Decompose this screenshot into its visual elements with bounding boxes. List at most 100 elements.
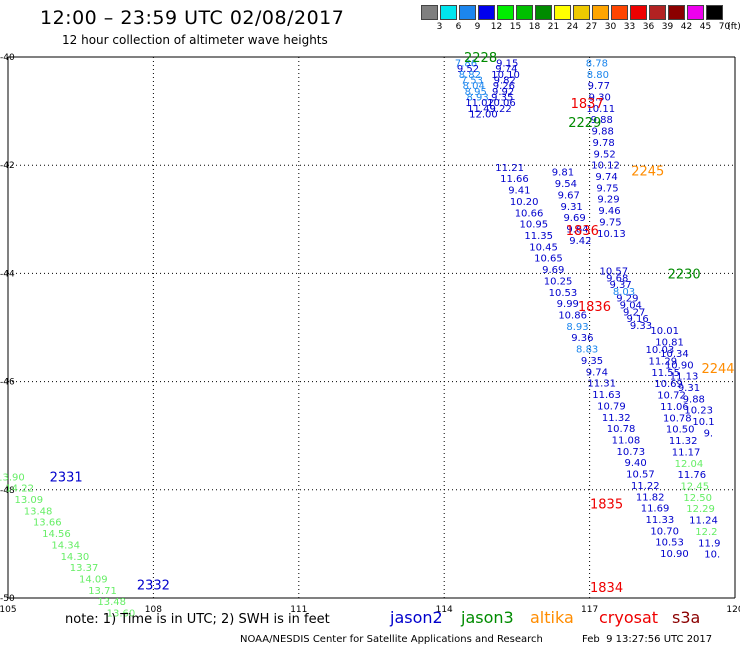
- wave-height-value: 10.70: [650, 526, 679, 537]
- y-tick-label: -48: [0, 486, 15, 496]
- wave-height-value: 10.12: [591, 161, 620, 172]
- scale-label: 45: [699, 22, 712, 32]
- wave-height-value: 14.09: [79, 575, 108, 586]
- wave-height-value: 10.81: [655, 338, 684, 349]
- wave-height-value: 8.83: [576, 345, 598, 356]
- scale-label: 33: [623, 22, 636, 32]
- wave-height-value: 9.69: [563, 213, 585, 224]
- wave-height-value: 9.30: [589, 92, 611, 103]
- wave-height-value: 10.57: [600, 267, 629, 278]
- wave-height-value: 13.48: [97, 597, 126, 608]
- wave-height-value: 8.78: [586, 58, 608, 69]
- scale-swatch: [554, 5, 571, 20]
- y-tick-label: -50: [0, 594, 15, 604]
- pass-time-label: 1835: [590, 497, 623, 512]
- scale-swatch: [497, 5, 514, 20]
- wave-height-value: 9.15: [496, 58, 518, 69]
- pass-time-label: 2244: [701, 362, 734, 377]
- wave-height-value: 9.77: [588, 81, 610, 92]
- wave-height-value: 10.1: [692, 417, 714, 428]
- scale-label: 39: [661, 22, 674, 32]
- wave-height-value: 11.82: [636, 492, 665, 503]
- y-tick-label: -40: [0, 53, 15, 63]
- wave-height-value: 9.54: [555, 179, 577, 190]
- wave-height-value: 8.95: [465, 87, 487, 98]
- wave-height-value: 9.81: [552, 168, 574, 179]
- wave-height-value: 9.42: [569, 236, 591, 247]
- scale-unit: (ft): [727, 22, 740, 32]
- legend-item-s3a: s3a: [672, 608, 701, 627]
- scale-swatch: [573, 5, 590, 20]
- wave-height-value: 13.90: [0, 472, 25, 483]
- scale-swatch: [535, 5, 552, 20]
- map-title: 12:00 – 23:59 UTC 02/08/2017: [40, 7, 345, 29]
- wave-height-value: 9.82: [494, 75, 516, 86]
- wave-height-value: 11.21: [495, 163, 524, 174]
- wave-height-value: 11.24: [689, 516, 718, 527]
- wave-height-value: 13.60: [107, 609, 136, 620]
- wave-height-value: 10.79: [597, 401, 626, 412]
- wave-height-value: 11.63: [592, 390, 621, 401]
- scale-label: 24: [566, 22, 579, 32]
- wave-height-value: 9.69: [542, 265, 564, 276]
- pass-time-label: 1837: [571, 97, 604, 112]
- scale-label: 30: [604, 22, 617, 32]
- wave-height-value: 12.50: [683, 493, 712, 504]
- wave-height-value: 10.65: [534, 254, 563, 265]
- pass-time-label: 1834: [590, 581, 623, 596]
- x-tick-label: 105: [0, 605, 17, 615]
- x-tick-label: 111: [290, 605, 307, 615]
- wave-height-value: 9.88: [591, 115, 613, 126]
- wave-height-value: 12.45: [680, 481, 709, 492]
- wave-height-value: 10.06: [487, 98, 516, 109]
- wave-height-value: 9.40: [625, 458, 647, 469]
- wave-height-value: 9.36: [571, 333, 593, 344]
- wave-height-value: 14.34: [51, 540, 80, 551]
- scale-swatch: [592, 5, 609, 20]
- y-tick-label: -46: [0, 378, 15, 388]
- wave-height-value: 10.78: [663, 413, 692, 424]
- wave-height-value: 9.16: [626, 314, 648, 325]
- credit-text: NOAA/NESDIS Center for Satellite Applica…: [240, 634, 543, 645]
- wave-height-value: 10.03: [646, 345, 675, 356]
- pass-time-label: 2229: [568, 116, 601, 131]
- wave-height-value: 9.26: [493, 81, 515, 92]
- scale-swatch: [478, 5, 495, 20]
- wave-height-value: 10.86: [558, 311, 587, 322]
- scale-label: 42: [680, 22, 693, 32]
- scale-label: 36: [642, 22, 655, 32]
- scale-label: 21: [547, 22, 560, 32]
- wave-height-value: 8.04: [463, 81, 485, 92]
- wave-height-value: 9.78: [593, 138, 615, 149]
- pass-time-label: 2228: [464, 51, 497, 66]
- wave-height-value: 10.95: [520, 220, 549, 231]
- wave-height-value: 10.20: [510, 197, 539, 208]
- scale-swatch: [668, 5, 685, 20]
- wave-height-value: 10.11: [586, 104, 615, 115]
- wave-height-value: 10.50: [666, 425, 695, 436]
- wave-height-value: 11.66: [500, 174, 529, 185]
- x-tick-label: 120: [726, 605, 740, 615]
- wave-height-value: 9.33: [630, 321, 652, 332]
- note-text: note: 1) Time is in UTC; 2) SWH is in fe…: [65, 612, 330, 627]
- x-tick-label: 117: [581, 605, 598, 615]
- map-subtitle: 12 hour collection of altimeter wave hei…: [62, 33, 328, 47]
- scale-swatch: [516, 5, 533, 20]
- wave-height-value: 11.32: [669, 436, 698, 447]
- wave-height-value: 11.02: [465, 98, 494, 109]
- pass-time-label: 2245: [631, 165, 664, 180]
- scale-swatch: [459, 5, 476, 20]
- wave-height-value: 11.06: [660, 402, 689, 413]
- pass-time-labels: 2228 1837 2229 2245 1836 2230 1836 2244 1835 1834…: [50, 51, 735, 596]
- legend-item-cryosat: cryosat: [599, 608, 659, 627]
- wave-height-value: 13.71: [88, 586, 117, 597]
- wave-height-value: 10.25: [544, 276, 573, 287]
- scale-swatch: [630, 5, 647, 20]
- scale-swatch: [687, 5, 704, 20]
- wave-height-value: 10.73: [616, 447, 645, 458]
- wave-height-value: 11.55: [651, 368, 680, 379]
- grid: [7, 56, 736, 599]
- wave-height-value: 10.23: [684, 406, 713, 417]
- scale-swatch: [421, 5, 438, 20]
- wave-height-value: 8.80: [587, 70, 609, 81]
